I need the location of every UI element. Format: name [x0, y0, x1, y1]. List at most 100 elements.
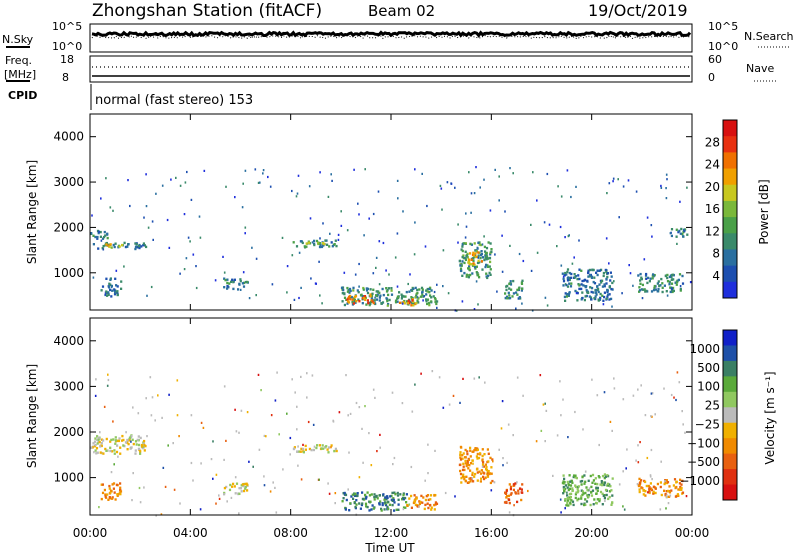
heatmap-cell	[571, 500, 575, 503]
heatmap-cell	[467, 276, 470, 279]
heatmap-cell	[670, 287, 673, 290]
heatmap-cell	[367, 301, 370, 305]
heatmap-cell	[491, 479, 494, 483]
heatmap-cell	[442, 249, 445, 252]
heatmap-cell	[354, 301, 357, 304]
heatmap-cell	[478, 470, 481, 473]
heatmap-cell	[198, 215, 201, 218]
time-tick-label: 04:00	[173, 526, 208, 540]
heatmap-cell	[564, 292, 567, 295]
heatmap-cell	[671, 276, 673, 279]
heatmap-cell	[106, 449, 109, 452]
heatmap-cell	[685, 495, 688, 498]
heatmap-cell	[401, 294, 404, 298]
y-tick-label: 4000	[53, 334, 84, 348]
heatmap-cell	[362, 286, 365, 290]
heatmap-cell	[183, 268, 186, 271]
heatmap-cell	[601, 279, 604, 282]
heatmap-cell	[433, 508, 436, 511]
heatmap-cell	[595, 288, 598, 292]
heatmap-cell	[679, 232, 682, 235]
heatmap-cell	[483, 477, 486, 481]
heatmap-cell	[565, 504, 568, 507]
nave-tick-bottom: 0	[708, 71, 715, 84]
heatmap-cell	[244, 485, 247, 489]
heatmap-cell	[505, 496, 508, 499]
heatmap-cell	[544, 402, 546, 405]
heatmap-cell	[576, 291, 579, 295]
cpid-label: CPID	[8, 89, 37, 102]
heatmap-cell	[332, 419, 334, 422]
heatmap-cell	[464, 242, 467, 245]
heatmap-cell	[480, 477, 483, 480]
heatmap-cell	[622, 505, 624, 508]
heatmap-cell	[459, 472, 463, 476]
heatmap-cell	[464, 448, 467, 452]
heatmap-cell	[269, 490, 272, 493]
heatmap-cell	[248, 297, 251, 300]
heatmap-cell	[376, 290, 380, 293]
heatmap-cell	[100, 497, 103, 501]
heatmap-cell	[651, 415, 653, 418]
heatmap-cell	[461, 245, 464, 248]
heatmap-cell	[598, 443, 600, 447]
heatmap-cell	[416, 299, 419, 302]
heatmap-cell	[570, 276, 573, 279]
heatmap-cell	[423, 507, 426, 511]
heatmap-cell	[372, 507, 375, 510]
heatmap-cell	[567, 235, 570, 238]
heatmap-cell	[387, 293, 390, 297]
heatmap-cell	[362, 461, 364, 464]
heatmap-cell	[330, 241, 333, 244]
heatmap-cell	[512, 292, 515, 295]
heatmap-cell	[477, 251, 480, 254]
heatmap-cell	[429, 494, 433, 497]
date-label: 19/Oct/2019	[588, 1, 688, 20]
heatmap-cell	[648, 491, 651, 495]
heatmap-cell	[170, 178, 172, 181]
heatmap-cell	[145, 245, 148, 249]
heatmap-cell	[471, 459, 474, 462]
heatmap-cell	[516, 376, 519, 379]
heatmap-cell	[577, 274, 580, 277]
heatmap-cell	[623, 508, 626, 511]
heatmap-cell	[465, 225, 468, 228]
heatmap-cell	[675, 235, 678, 238]
heatmap-cell	[481, 448, 484, 451]
heatmap-cell	[475, 468, 479, 471]
heatmap-cell	[484, 250, 487, 253]
heatmap-cell	[366, 505, 369, 509]
heatmap-cell	[560, 511, 562, 514]
heatmap-cell	[383, 501, 387, 504]
heatmap-cell	[224, 278, 227, 282]
heatmap-cell	[556, 245, 558, 248]
heatmap-cell	[681, 410, 683, 413]
heatmap-cell	[467, 258, 471, 261]
heatmap-cell	[593, 282, 597, 285]
heatmap-cell	[654, 487, 657, 490]
heatmap-cell	[361, 427, 363, 430]
heatmap-cell	[535, 440, 538, 443]
heatmap-cell	[91, 446, 94, 449]
heatmap-cell	[370, 508, 373, 511]
heatmap-cell	[665, 197, 668, 200]
heatmap-cell	[566, 270, 569, 274]
heatmap-cell	[677, 488, 680, 491]
heatmap-cell	[602, 303, 605, 306]
heatmap-cell	[262, 169, 265, 172]
heatmap-cell	[433, 494, 436, 497]
heatmap-cell	[681, 232, 684, 236]
heatmap-cell	[482, 465, 486, 468]
heatmap-cell	[505, 285, 508, 288]
heatmap-cell	[657, 282, 659, 285]
heatmap-cell	[428, 291, 431, 294]
heatmap-cell	[460, 248, 463, 251]
heatmap-cell	[574, 474, 577, 477]
heatmap-cell	[361, 302, 364, 305]
heatmap-cell	[356, 492, 359, 495]
heatmap-cell	[372, 388, 375, 391]
heatmap-cell	[387, 500, 390, 504]
heatmap-cell	[498, 448, 500, 451]
heatmap-cell	[394, 493, 397, 496]
heatmap-cell	[351, 298, 354, 301]
